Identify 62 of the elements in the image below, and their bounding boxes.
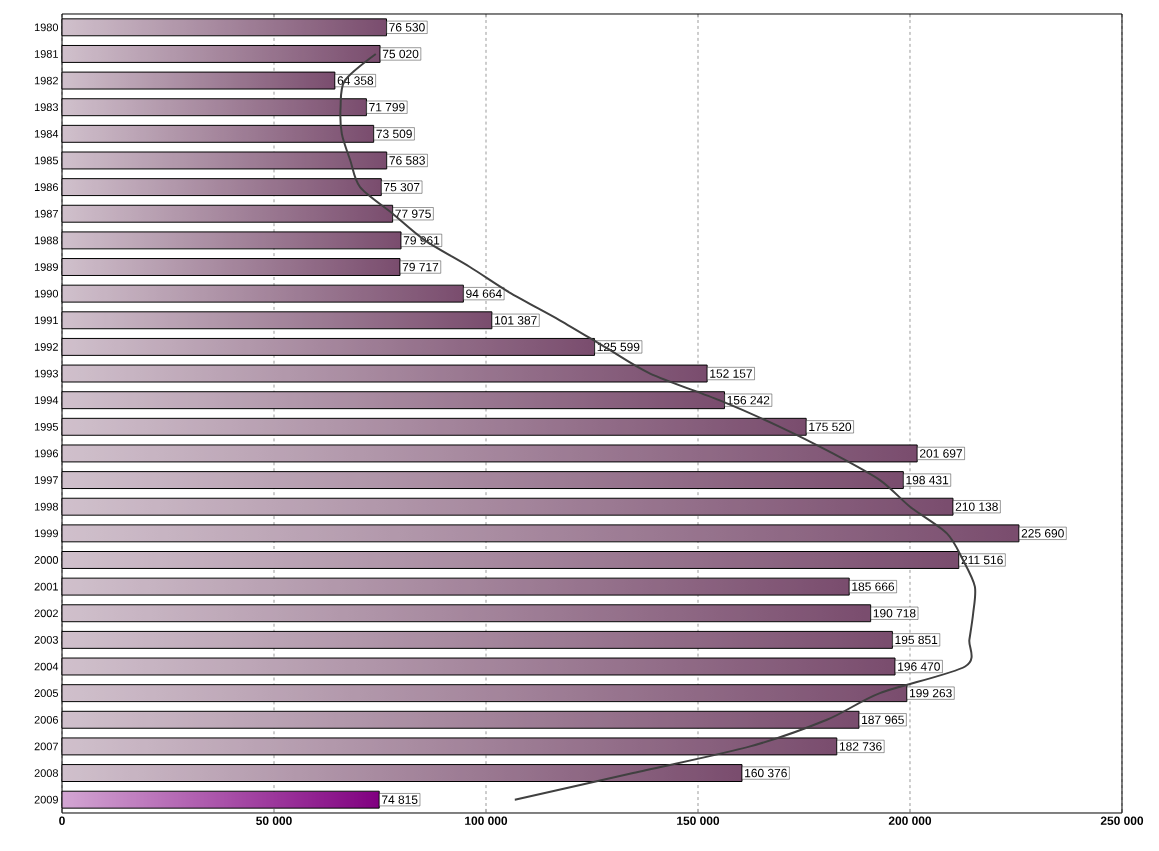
y-tick-label: 1986 [34, 183, 58, 191]
y-tick-label: 2009 [34, 795, 58, 804]
y-tick-label: 1981 [34, 50, 58, 58]
y-tick-label: 1987 [34, 209, 58, 218]
y-tick-label: 2005 [34, 689, 59, 698]
y-tick-label: 1991 [34, 316, 58, 325]
data-label: 71 799 [369, 102, 405, 112]
data-label: 182 736 [839, 742, 882, 751]
x-tick-label: 200 000 [888, 816, 932, 825]
data-label: 201 697 [919, 449, 962, 458]
data-label: 101 387 [494, 316, 537, 325]
data-label: 225 690 [1021, 529, 1064, 538]
y-tick-label: 1998 [34, 502, 58, 511]
data-label: 185 666 [852, 582, 895, 591]
y-tick-label: 1983 [34, 103, 58, 112]
y-tick-label: 2003 [34, 636, 58, 644]
data-label: 196 470 [898, 662, 940, 671]
x-tick-label: 250 000 [1100, 816, 1144, 825]
y-tick-label: 1982 [34, 76, 58, 85]
data-label: 199 263 [909, 688, 952, 698]
y-tick-label: 1996 [34, 449, 58, 458]
data-label: 175 520 [809, 422, 852, 432]
y-tick-label: 2000 [34, 556, 59, 564]
data-label: 76 583 [389, 156, 425, 165]
x-tick-label: 50 000 [256, 816, 292, 825]
y-tick-label: 1992 [34, 343, 58, 351]
data-label: 152 157 [710, 369, 752, 378]
data-label: 195 851 [895, 635, 938, 645]
x-tick-label: 150 000 [677, 816, 720, 825]
y-tick-label: 1993 [34, 369, 58, 378]
data-label: 94 664 [466, 289, 502, 298]
data-label: 156 242 [727, 395, 770, 405]
y-tick-label: 2007 [34, 742, 58, 751]
data-label: 74 815 [382, 795, 418, 804]
x-tick-label: 100 000 [465, 816, 508, 825]
y-tick-label: 1990 [34, 289, 59, 298]
y-tick-label: 2004 [34, 662, 59, 671]
y-tick-label: 1994 [34, 396, 59, 405]
y-tick-label: 2002 [34, 609, 58, 618]
data-label: 198 431 [906, 475, 949, 485]
data-label: 190 718 [873, 609, 916, 618]
data-label: 75 307 [384, 182, 420, 192]
y-tick-label: 1985 [34, 156, 59, 165]
y-tick-label: 1997 [34, 476, 58, 484]
data-label: 73 509 [376, 129, 412, 139]
y-tick-label: 1988 [34, 236, 58, 245]
y-tick-label: 2001 [34, 582, 58, 591]
y-tick-label: 1984 [34, 129, 59, 138]
y-tick-label: 2006 [34, 715, 58, 724]
data-label: 75 020 [382, 49, 419, 59]
data-label: 187 965 [862, 715, 904, 724]
y-tick-label: 2008 [34, 769, 58, 777]
data-label: 79 717 [402, 262, 439, 272]
y-tick-label: 1989 [34, 263, 58, 271]
data-label: 76 530 [389, 23, 425, 32]
data-label: 77 975 [395, 209, 431, 218]
y-tick-label: 1999 [34, 529, 58, 538]
x-tick-label: 0 [59, 816, 65, 825]
data-label: 210 138 [955, 502, 998, 511]
y-tick-label: 1980 [34, 23, 59, 32]
data-label: 160 376 [745, 768, 787, 778]
y-tick-label: 1995 [34, 422, 59, 431]
